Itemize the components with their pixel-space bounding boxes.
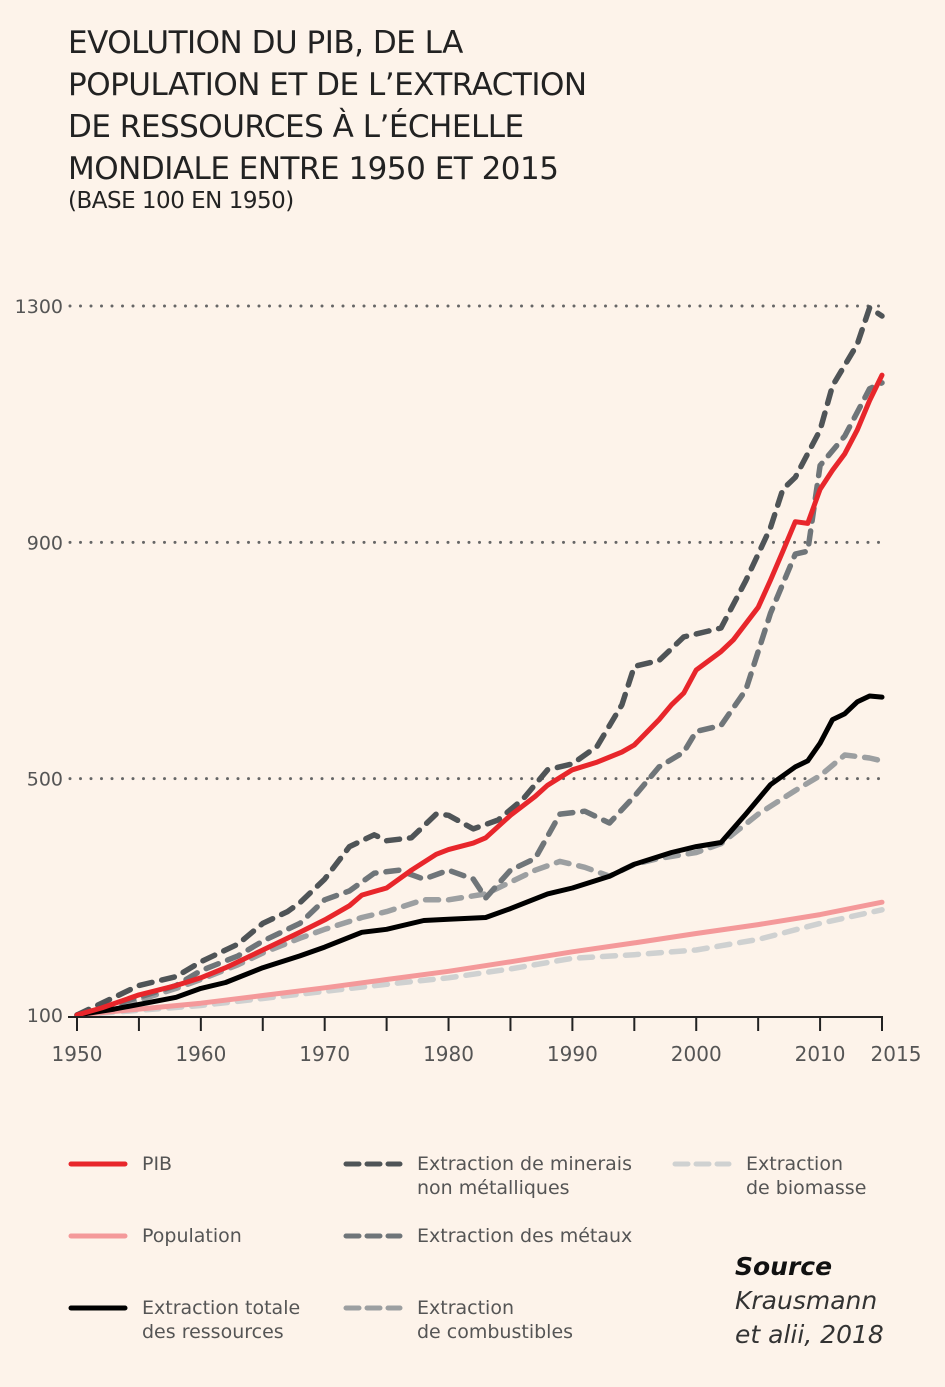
chart-title-line: MONDIALE ENTRE 1950 ET 2015	[68, 151, 559, 187]
source-text: Krausmann et alii, 2018	[735, 1286, 884, 1349]
source-note: Source Krausmann et alii, 2018	[735, 1250, 884, 1352]
series-line-extraction-de-minerais-non-m-talliques	[74, 305, 885, 1018]
legend-item: Population	[68, 1224, 242, 1248]
legend-swatch	[343, 1233, 403, 1239]
legend-swatch	[343, 1305, 403, 1311]
y-tick-label: 1300	[15, 296, 63, 318]
x-tick-label: 1990	[547, 1042, 598, 1066]
series-line-extraction-de-biomasse	[74, 907, 885, 1018]
legend-swatch	[68, 1305, 128, 1311]
source-heading: Source	[735, 1252, 833, 1281]
legend-swatch	[68, 1233, 128, 1239]
gridlines	[68, 304, 884, 781]
series-line-extraction-totale-des-ressources	[74, 693, 885, 1018]
x-tick-label: 1970	[299, 1042, 350, 1066]
x-tick-label: 2015	[871, 1042, 922, 1066]
legend-swatch	[672, 1161, 732, 1167]
x-tick-label: 1980	[423, 1042, 474, 1066]
series-line-extraction-des-m-taux	[74, 380, 885, 1018]
series-line-population	[74, 899, 885, 1018]
x-tick-label: 1960	[175, 1042, 226, 1066]
legend-label: PIB	[142, 1153, 173, 1175]
y-tick-label: 100	[27, 1005, 63, 1027]
chart-title-line: POPULATION ET DE L’EXTRACTION	[68, 67, 587, 103]
legend-item: Extraction de minerais non métalliques	[343, 1152, 632, 1200]
legend-label: Extraction des métaux	[417, 1225, 633, 1247]
legend-label: Extraction de minerais non métalliques	[417, 1153, 632, 1199]
chart-title-line: EVOLUTION DU PIB, DE LA	[68, 25, 463, 61]
legend-swatch	[68, 1161, 128, 1167]
legend-item: Extraction des métaux	[343, 1224, 632, 1248]
chart-title: EVOLUTION DU PIB, DE LA POPULATION ET DE…	[68, 22, 587, 190]
series-line-extraction-de-combustibles	[74, 752, 885, 1018]
chart-subtitle: (BASE 100 EN 1950)	[68, 188, 294, 214]
legend-swatch	[343, 1161, 403, 1167]
series-line-pib	[74, 372, 885, 1018]
x-axis: 1950 1960 1970 1980 1990 2000 2010 2015	[52, 1016, 922, 1066]
legend-label: Population	[142, 1225, 242, 1247]
legend-item: PIB	[68, 1152, 172, 1176]
x-tick-label: 2010	[795, 1042, 846, 1066]
y-axis: 100 500 900 1300	[15, 296, 63, 1027]
x-tick-label: 2000	[671, 1042, 722, 1066]
legend-label: Extraction de biomasse	[746, 1153, 867, 1199]
x-tick-label: 1950	[52, 1042, 103, 1066]
legend-label: Extraction totale des ressources	[142, 1297, 301, 1343]
legend-item: Extraction de biomasse	[672, 1152, 866, 1200]
legend-label: Extraction de combustibles	[417, 1297, 574, 1343]
y-tick-label: 500	[27, 769, 63, 791]
legend-item: Extraction de combustibles	[343, 1296, 573, 1344]
series-lines	[74, 305, 885, 1018]
chart-title-line: DE RESSOURCES À L’ÉCHELLE	[68, 109, 524, 145]
legend-item: Extraction totale des ressources	[68, 1296, 300, 1344]
y-tick-label: 900	[27, 532, 63, 554]
